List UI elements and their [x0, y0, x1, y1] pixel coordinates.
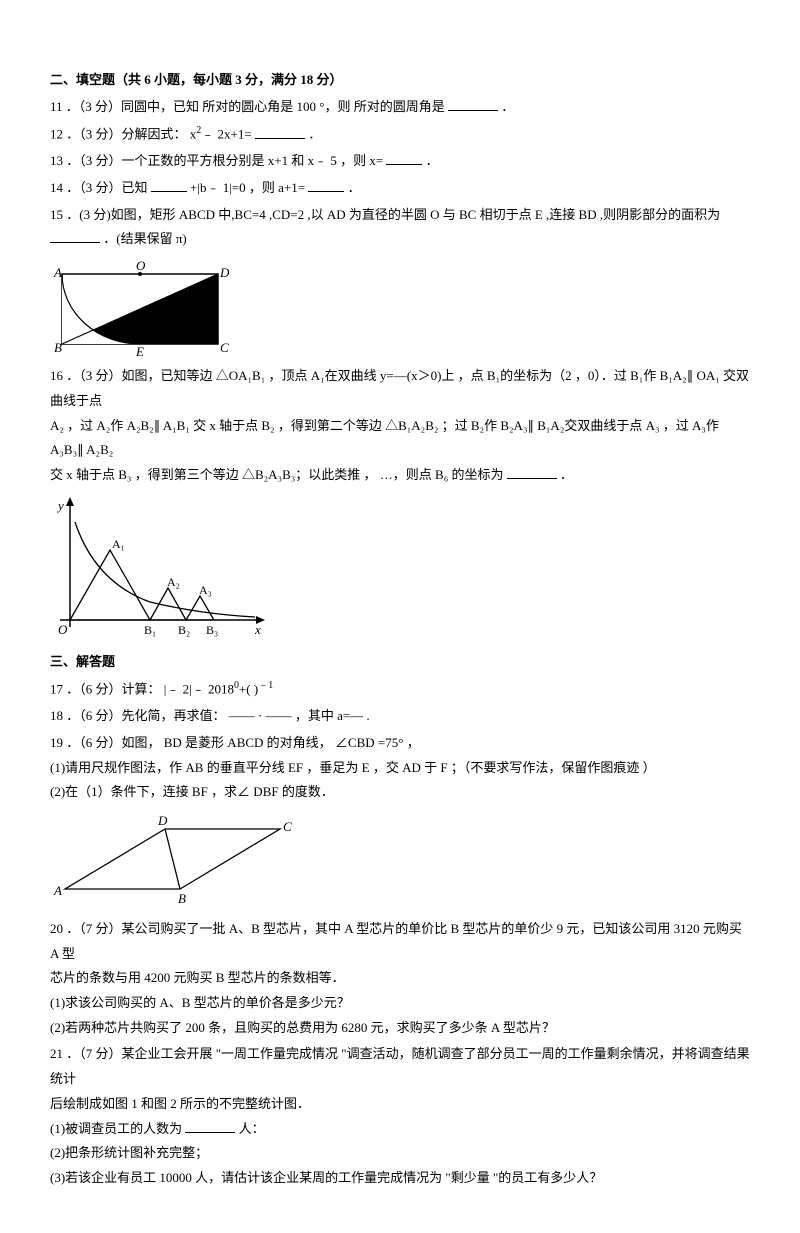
q20-l4: (2)若两种芯片共购买了 200 条，且购买的总费用为 6280 元，求购买了多… [50, 1020, 555, 1035]
q11-pre: 11 ．（3 分）同圆中，已知 所对的圆心角是 100 °，则 所对的圆周角是 [50, 99, 448, 114]
q16-blank [507, 465, 557, 479]
fig19-D: D [157, 813, 168, 828]
q16-l3a: 交 x 轴于点 B₃ ，得到第三个等边 △B₂A₃B₃；以此类推 ， …，则点 … [50, 467, 507, 482]
q12-post: ． [305, 127, 321, 142]
fig15-C: C [220, 340, 229, 355]
q12-pre: 12 ．（3 分）分解因式： x [50, 127, 196, 142]
question-16: 16 ．（3 分）如图，已知等边 △OA₁B₁ ，顶点 A₁在双曲线 y=—(x… [50, 364, 750, 487]
fig16-x: x [254, 622, 261, 637]
q18-pre: 18 ．（6 分）先化简，再求值： ―― · ―― ，其中 a=― . [50, 708, 370, 723]
question-21: 21 ．（7 分）某企业工会开展 "一周工作量完成情况 "调查活动，随机调查了部… [50, 1042, 750, 1190]
fig16-A2: A₂ [167, 575, 180, 589]
q14-blank1 [151, 178, 187, 192]
q16-l2: A₂ ，过 A₂作 A₂B₂∥ A₁B₁ 交 x 轴于点 B₂ ，得到第二个等边… [50, 418, 719, 458]
q12-blank [255, 125, 305, 139]
question-17: 17 ．（6 分）计算： |﹣ 2|﹣ 20180+( )﹣1 [50, 676, 750, 702]
q17-mid: +( ) [239, 682, 258, 697]
fig16-A1: A₁ [112, 537, 125, 551]
q11-post: ． [498, 99, 514, 114]
q21-l3b: 人： [235, 1121, 264, 1136]
q21-blank [185, 1119, 235, 1133]
q20-l3: (1)求该公司购买的 A、B 型芯片的单价各是多少元？ [50, 995, 350, 1010]
fig15-E: E [135, 344, 144, 356]
section-2-title: 二、填空题（共 6 小题，每小题 3 分，满分 18 分） [50, 68, 750, 93]
fig16-B2: B₂ [178, 623, 190, 637]
q11-blank [448, 97, 498, 111]
fig15-B: B [54, 340, 62, 355]
question-20: 20 ．（7 分）某公司购买了一批 A、B 型芯片，其中 A 型芯片的单价比 B… [50, 917, 750, 1040]
fig16-A3: A₃ [199, 583, 212, 597]
question-13: 13 ．（3 分）一个正数的平方根分别是 x+1 和 x﹣ 5 ，则 x= ． [50, 149, 750, 174]
q16-frac: — [394, 368, 407, 383]
q21-l3a: (1)被调查员工的人数为 [50, 1121, 185, 1136]
fig16-y: y [56, 498, 64, 513]
q19-l3: (2)在（1）条件下，连接 BF ，求∠ DBF 的度数． [50, 784, 334, 799]
question-14: 14 ．（3 分）已知 +|b﹣ 1|=0 ，则 a+1= ． [50, 176, 750, 201]
q21-l4: (2)把条形统计图补充完整； [50, 1145, 208, 1160]
fig16-B1: B₁ [144, 623, 156, 637]
q20-l2: 芯片的条数与用 4200 元购买 B 型芯片的条数相等． [50, 970, 345, 985]
q21-l1: 21 ．（7 分）某企业工会开展 "一周工作量完成情况 "调查活动，随机调查了部… [50, 1046, 750, 1086]
q14-blank2 [308, 178, 344, 192]
q21-l5: (3)若该企业有员工 10000 人，请估计该企业某周的工作量完成情况为 "剩少… [50, 1170, 602, 1185]
q21-l2: 后绘制成如图 1 和图 2 所示的不完整统计图． [50, 1096, 310, 1111]
question-18: 18 ．（6 分）先化简，再求值： ―― · ―― ，其中 a=― . [50, 704, 750, 729]
question-15: 15 ．(3 分)如图，矩形 ABCD 中,BC=4 ,CD=2 ,以 AD 为… [50, 203, 750, 252]
fig19-A: A [53, 883, 62, 898]
q13-blank [386, 151, 422, 165]
q13-pre: 13 ．（3 分）一个正数的平方根分别是 x+1 和 x﹣ 5 ，则 x= [50, 153, 386, 168]
q14-post: ． [344, 180, 360, 195]
q20-l1: 20 ．（7 分）某公司购买了一批 A、B 型芯片，其中 A 型芯片的单价比 B… [50, 921, 742, 961]
q17-text: 17 ．（6 分）计算： |﹣ 2|﹣ 2018 [50, 682, 234, 697]
fig16-B3: B₃ [206, 623, 218, 637]
q15-post: ．(结果保留 π) [100, 231, 187, 246]
question-12: 12 ．（3 分）分解因式： x2﹣ 2x+1= ． [50, 121, 750, 147]
q14-mid: +|b﹣ 1|=0 ，则 a+1= [187, 180, 309, 195]
q19-l2: (1)请用尺规作图法，作 AB 的垂直平分线 EF ，垂足为 E ，交 AD 于… [50, 760, 656, 775]
q15-blank [50, 229, 100, 243]
q13-post: ． [422, 153, 438, 168]
figure-16: y x O A₁ A₂ A₃ B₁ B₂ B₃ [50, 492, 750, 642]
question-19: 19 ．（6 分）如图， BD 是菱形 ABCD 的对角线， ∠CBD =75°… [50, 731, 750, 805]
q16-l3b: ． [557, 467, 573, 482]
fig19-C: C [283, 819, 292, 834]
q14-pre: 14 ．（3 分）已知 [50, 180, 151, 195]
q15-pre: 15 ．(3 分)如图，矩形 ABCD 中,BC=4 ,CD=2 ,以 AD 为… [50, 207, 720, 222]
q16-l1a: 16 ．（3 分）如图，已知等边 △OA₁B₁ ，顶点 A₁在双曲线 y= [50, 368, 394, 383]
section-3-title: 三、解答题 [50, 650, 750, 675]
figure-15: A D B C O E [50, 256, 750, 356]
fig15-O: O [136, 258, 146, 273]
q17-sup2: ﹣1 [258, 680, 273, 691]
question-11: 11 ．（3 分）同圆中，已知 所对的圆心角是 100 °，则 所对的圆周角是 … [50, 95, 750, 120]
q12-mid: ﹣ 2x+1= [201, 127, 255, 142]
fig19-B: B [178, 891, 186, 906]
q19-l1: 19 ．（6 分）如图， BD 是菱形 ABCD 的对角线， ∠CBD =75°… [50, 735, 420, 750]
fig16-O: O [58, 622, 68, 637]
figure-19: A B C D [50, 809, 750, 909]
fig15-A: A [53, 265, 62, 280]
fig15-D: D [219, 265, 230, 280]
